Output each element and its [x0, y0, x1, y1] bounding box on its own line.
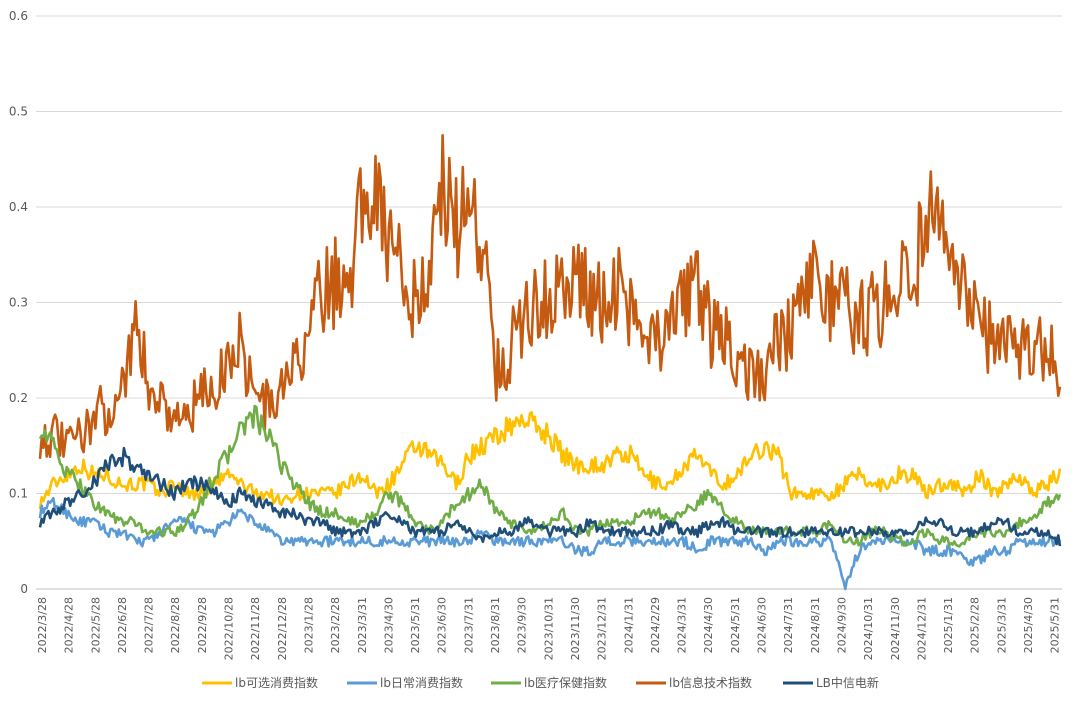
- y-tick-label: 0.2: [9, 391, 28, 405]
- x-tick-label: 2025/3/31: [995, 597, 1008, 653]
- x-tick-label: 2022/8/28: [169, 597, 182, 653]
- x-tick-label: 2023/3/31: [356, 597, 369, 653]
- x-tick-label: 2025/2/28: [969, 597, 982, 653]
- legend-label: lb可选消费指数: [235, 675, 318, 690]
- x-tick-label: 2024/10/31: [862, 597, 875, 660]
- x-tick-label: 2023/9/30: [516, 597, 529, 653]
- x-tick-label: 2025/4/30: [1022, 597, 1035, 653]
- x-tick-label: 2023/2/28: [329, 597, 342, 653]
- x-tick-label: 2023/6/30: [436, 597, 449, 653]
- x-tick-label: 2022/5/28: [89, 597, 102, 653]
- x-tick-label: 2022/7/28: [143, 597, 156, 653]
- x-tick-label: 2024/9/30: [835, 597, 848, 653]
- y-tick-label: 0.3: [9, 296, 28, 310]
- legend-label: LB中信电新: [816, 675, 879, 690]
- x-tick-label: 2024/1/31: [622, 597, 635, 653]
- y-tick-label: 0.6: [9, 9, 28, 23]
- x-tick-label: 2024/11/30: [889, 597, 902, 660]
- x-tick-label: 2024/3/31: [676, 597, 689, 653]
- x-tick-label: 2022/6/28: [116, 597, 129, 653]
- x-tick-label: 2022/11/28: [249, 597, 262, 660]
- legend-label: lb日常消费指数: [380, 675, 463, 690]
- series-line-2: [38, 404, 1062, 548]
- x-tick-label: 2024/6/30: [756, 597, 769, 653]
- x-tick-label: 2024/4/30: [702, 597, 715, 653]
- x-tick-label: 2024/2/29: [649, 597, 662, 653]
- series-line-4: [38, 446, 1062, 547]
- x-tick-label: 2023/5/31: [409, 597, 422, 653]
- legend-label: lb信息技术指数: [669, 675, 752, 690]
- series-lines: [38, 134, 1062, 591]
- series-line-3: [38, 134, 1062, 460]
- x-tick-label: 2024/12/31: [915, 597, 928, 660]
- x-tick-label: 2024/7/31: [782, 597, 795, 653]
- x-tick-label: 2022/10/28: [223, 597, 236, 660]
- x-tick-label: 2024/8/31: [809, 597, 822, 653]
- x-tick-label: 2023/8/31: [489, 597, 502, 653]
- legend: lb可选消费指数 lb日常消费指数 lb医疗保健指数 lb信息技术指数 LB中信电新: [202, 675, 879, 690]
- x-tick-label: 2023/4/30: [382, 597, 395, 653]
- x-axis-ticks: 2022/3/28 2022/4/28 2022/5/28 2022/6/28 2022…: [36, 597, 1062, 660]
- y-tick-label: 0.1: [9, 487, 28, 501]
- x-tick-label: 2025/1/31: [942, 597, 955, 653]
- legend-label: lb医疗保健指数: [524, 675, 607, 690]
- x-tick-label: 2022/3/28: [36, 597, 49, 653]
- y-tick-label: 0: [20, 582, 28, 596]
- y-tick-label: 0.5: [9, 105, 28, 119]
- x-tick-label: 2023/1/28: [302, 597, 315, 653]
- x-tick-label: 2024/5/31: [729, 597, 742, 653]
- x-tick-label: 2022/12/28: [276, 597, 289, 660]
- x-tick-label: 2025/5/31: [1049, 597, 1062, 653]
- x-tick-label: 2023/11/30: [569, 597, 582, 660]
- x-tick-label: 2022/4/28: [63, 597, 76, 653]
- y-axis-ticks: 0 0.1 0.2 0.3 0.4 0.5 0.6: [9, 9, 28, 596]
- x-tick-label: 2023/12/31: [596, 597, 609, 660]
- y-tick-label: 0.4: [9, 200, 28, 214]
- x-tick-label: 2022/9/28: [196, 597, 209, 653]
- x-tick-label: 2023/7/31: [462, 597, 475, 653]
- x-tick-label: 2023/10/31: [542, 597, 555, 660]
